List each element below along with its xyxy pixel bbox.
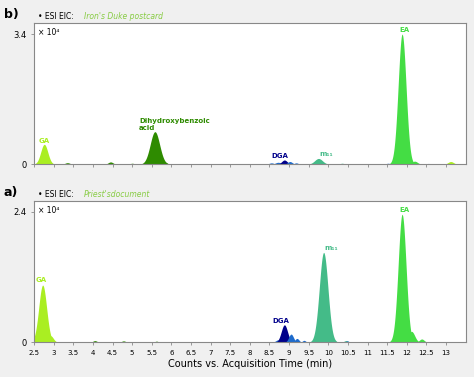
Text: DGA: DGA	[273, 318, 290, 324]
Text: • ESI EIC:: • ESI EIC:	[38, 190, 76, 199]
Text: × 10⁴: × 10⁴	[38, 28, 60, 37]
Text: EA: EA	[399, 28, 409, 34]
Text: Priest'sdocument: Priest'sdocument	[84, 190, 150, 199]
Text: DGA: DGA	[272, 153, 288, 159]
Text: m₁₁: m₁₁	[325, 245, 338, 251]
Text: m₁₁: m₁₁	[319, 151, 333, 157]
Text: EA: EA	[399, 207, 409, 213]
Text: × 10⁴: × 10⁴	[38, 206, 60, 215]
Text: Dihydroxybenzoic
acid: Dihydroxybenzoic acid	[139, 118, 210, 130]
Text: GA: GA	[39, 138, 50, 144]
X-axis label: Counts vs. Acquisition Time (min): Counts vs. Acquisition Time (min)	[168, 359, 332, 369]
Text: Iron's Duke postcard: Iron's Duke postcard	[84, 12, 163, 21]
Text: GA: GA	[36, 277, 47, 284]
Text: • ESI EIC:: • ESI EIC:	[38, 12, 76, 21]
Text: a): a)	[4, 186, 18, 199]
Text: b): b)	[4, 8, 18, 21]
